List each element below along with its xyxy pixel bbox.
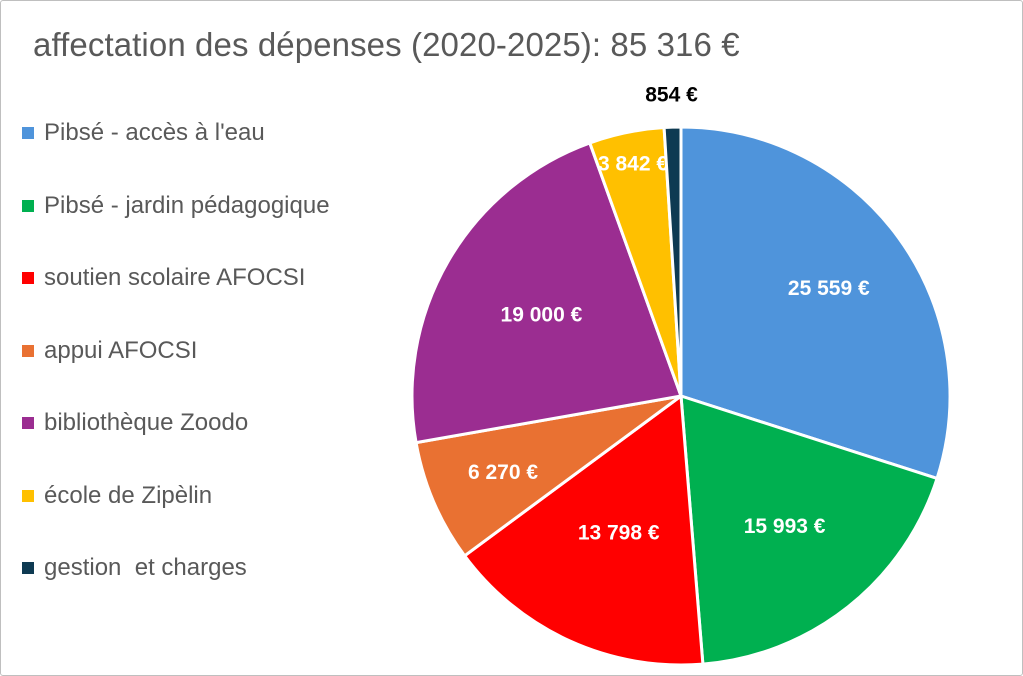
legend-item: gestion et charges — [22, 550, 330, 586]
pie-data-label: 19 000 € — [501, 304, 583, 327]
legend-swatch — [22, 417, 34, 429]
legend-swatch — [22, 344, 34, 357]
legend-item: école de Zipèlin — [22, 478, 330, 514]
pie-slice — [662, 125, 683, 398]
pie-data-label: 15 993 € — [744, 515, 826, 538]
legend-swatch — [22, 272, 34, 284]
pie-slice — [463, 394, 705, 667]
pie-data-label: 6 270 € — [468, 461, 538, 484]
legend-item: appui AFOCSI — [22, 333, 330, 369]
pie-data-label: 3 842 € — [598, 153, 668, 176]
legend-label: école de Zipèlin — [44, 481, 213, 509]
pie-slice — [679, 394, 939, 666]
legend-item: Pibsé - jardin pédagogique — [22, 188, 330, 224]
legend-swatch — [22, 562, 34, 574]
pie-slice — [414, 394, 683, 558]
legend-label: bibliothèque Zoodo — [44, 409, 249, 436]
legend-swatch — [22, 199, 34, 212]
legend-item: bibliothèque Zoodo — [22, 405, 330, 441]
legend-label: Pibsé - jardin pédagogique — [44, 191, 330, 219]
chart-title: affectation des dépenses (2020-2025): 85… — [33, 26, 740, 63]
legend-label: gestion et charges — [44, 554, 247, 581]
pie-data-label: 25 559 € — [788, 277, 870, 300]
legend-swatch — [22, 489, 34, 502]
legend-label: soutien scolaire AFOCSI — [44, 264, 306, 291]
legend-swatch — [22, 127, 34, 139]
pie-slice — [410, 141, 683, 445]
legend-item: Pibsé - accès à l'eau — [22, 115, 330, 151]
legend-label: Pibsé - accès à l'eau — [44, 119, 265, 146]
legend-label: appui AFOCSI — [44, 336, 198, 364]
pie-data-label: 854 € — [645, 83, 698, 106]
legend-item: soutien scolaire AFOCSI — [22, 260, 330, 296]
chart-legend: Pibsé - accès à l'eau Pibsé - jardin péd… — [22, 115, 330, 623]
pie-slice — [679, 125, 952, 480]
pie-data-label: 13 798 € — [578, 522, 660, 545]
